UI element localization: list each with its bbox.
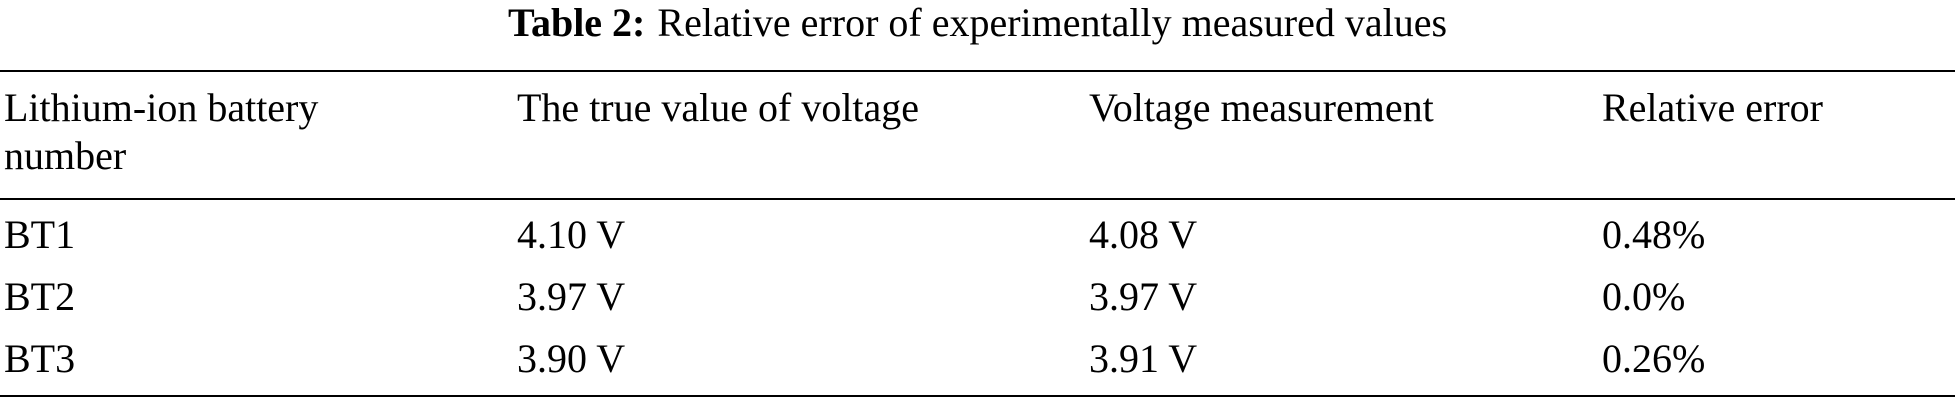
column-header-battery-number: Lithium-ion battery number: [4, 85, 319, 178]
column-header-relative-error: Relative error: [1602, 85, 1823, 130]
cell-relative-error: 0.26%: [1602, 336, 1706, 381]
cell-true-voltage: 3.97 V: [517, 274, 626, 319]
cell-battery-number: BT3: [4, 336, 76, 381]
table-caption-text: Relative error of experimentally measure…: [657, 0, 1448, 45]
cell-relative-error: 0.48%: [1602, 212, 1706, 257]
cell-battery-number: BT1: [4, 212, 76, 257]
cell-battery-number: BT2: [4, 274, 76, 319]
cell-voltage-measurement: 4.08 V: [1089, 212, 1198, 257]
cell-true-voltage: 4.10 V: [517, 212, 626, 257]
column-header-true-voltage: The true value of voltage: [517, 85, 920, 130]
table-bottom-rule: [0, 395, 1955, 397]
cell-relative-error: 0.0%: [1602, 274, 1686, 319]
table-caption: Table 2: Relative error of experimentally…: [0, 0, 1955, 62]
table-caption-label: Table 2:: [507, 0, 646, 45]
cell-voltage-measurement: 3.97 V: [1089, 274, 1198, 319]
table-header-rule: [0, 198, 1955, 200]
cell-true-voltage: 3.90 V: [517, 336, 626, 381]
table-top-rule: [0, 70, 1955, 72]
column-header-voltage-measurement: Voltage measurement: [1089, 85, 1434, 130]
cell-voltage-measurement: 3.91 V: [1089, 336, 1198, 381]
